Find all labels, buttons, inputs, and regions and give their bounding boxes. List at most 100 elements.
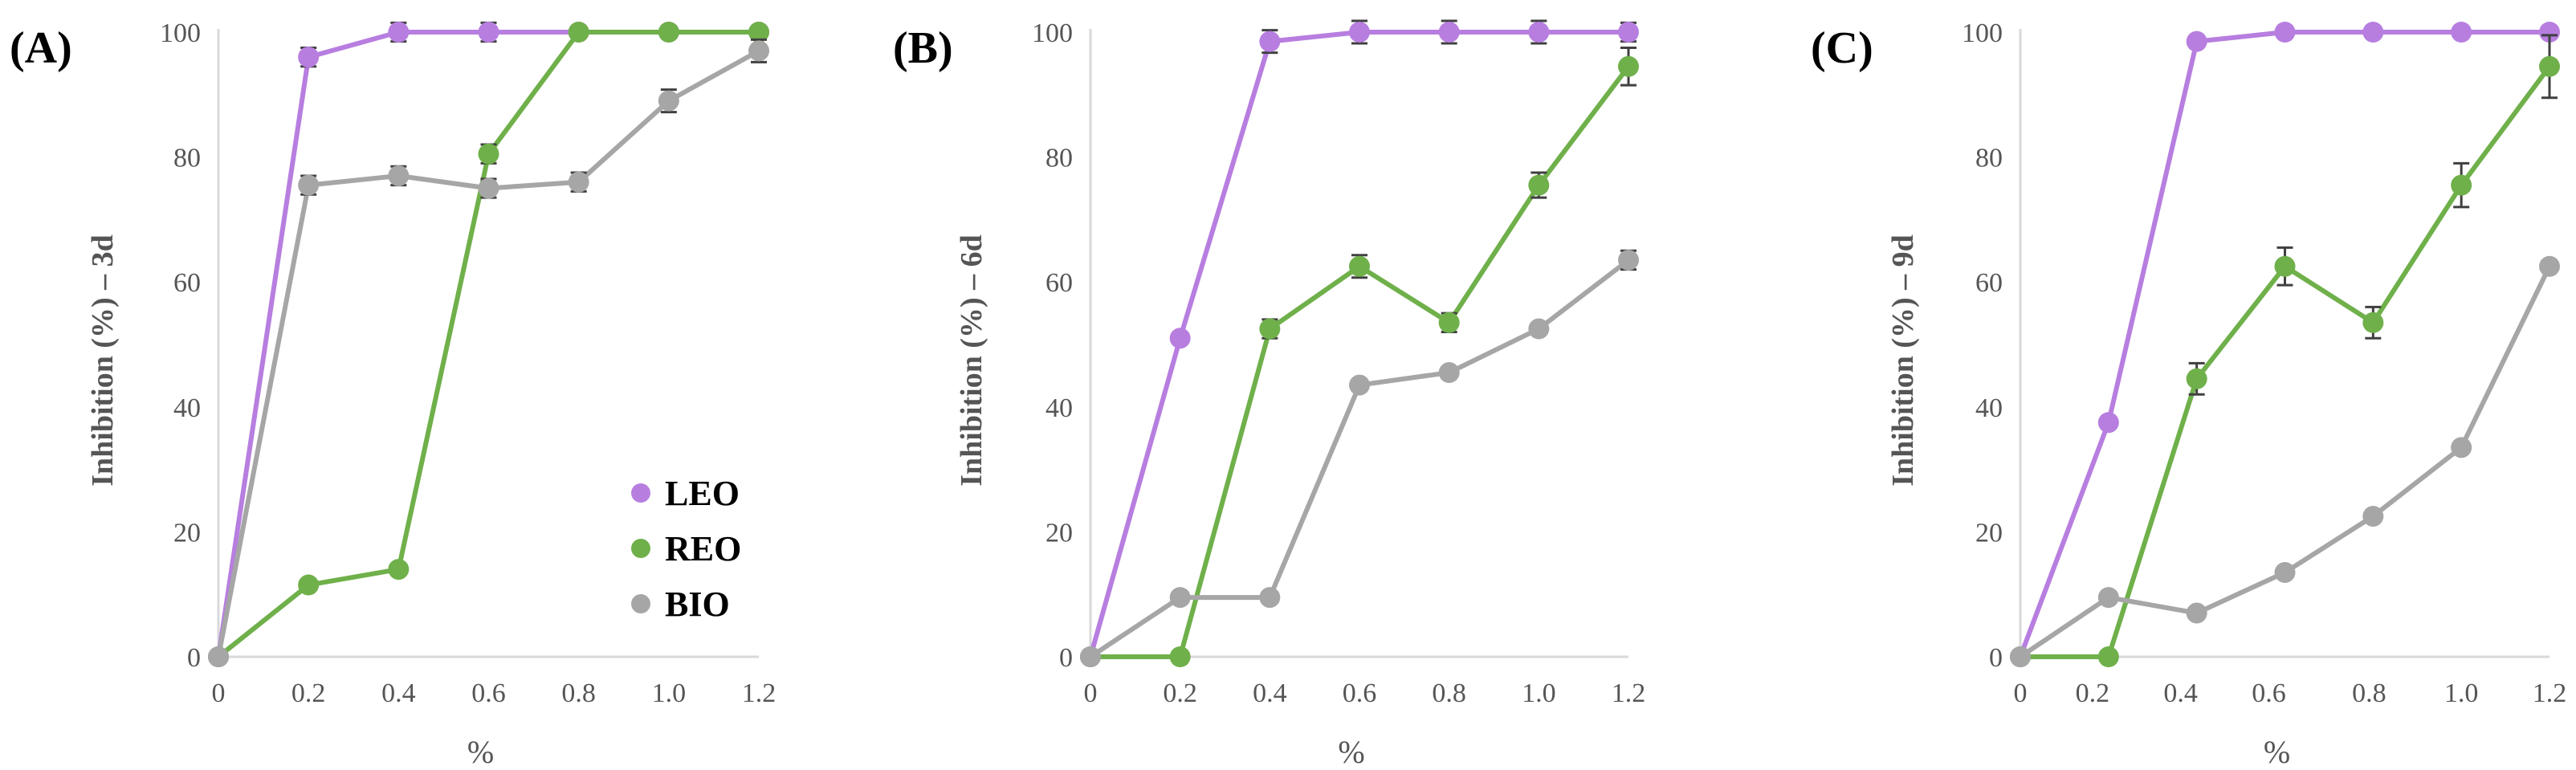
panel-label: (C) (1811, 23, 1873, 73)
y-axis-title: Inhibition (%) – 6d (955, 234, 988, 487)
y-tick-label: 0 (1989, 643, 2003, 673)
y-tick-label: 60 (1045, 268, 1073, 298)
y-tick-label: 60 (1975, 268, 2003, 298)
y-tick-label: 40 (173, 393, 201, 423)
x-tick-label: 0.8 (1432, 678, 1466, 708)
data-point-bio (388, 165, 410, 186)
x-tick-label: 1.0 (1522, 678, 1556, 708)
legend-marker-reo (631, 539, 650, 558)
x-tick-label: 1.0 (2444, 678, 2479, 708)
data-point-leo (388, 22, 410, 43)
data-point-bio (2097, 587, 2119, 609)
data-point-reo (568, 22, 589, 43)
x-tick-label: 0 (1084, 678, 1098, 708)
data-point-reo (1528, 174, 1550, 196)
data-point-bio (1080, 646, 1101, 667)
data-point-leo (1528, 22, 1550, 43)
data-point-bio (2274, 561, 2296, 583)
data-point-reo (1259, 318, 1281, 340)
data-point-leo (1618, 22, 1639, 43)
y-tick-label: 80 (1975, 144, 2003, 173)
y-tick-label: 100 (160, 18, 201, 48)
x-tick-label: 1.0 (652, 678, 687, 708)
data-point-bio (1259, 587, 1281, 609)
x-tick-label: 0.4 (2163, 678, 2198, 708)
x-tick-label: 0.2 (1163, 678, 1197, 708)
data-point-leo (1169, 328, 1191, 349)
data-point-reo (2539, 55, 2560, 77)
data-point-reo (298, 574, 320, 596)
series-bio (2010, 255, 2560, 667)
data-point-leo (1349, 22, 1370, 43)
data-point-bio (2362, 505, 2384, 527)
legend-marker-bio (631, 594, 650, 613)
data-point-bio (1438, 362, 1460, 384)
x-tick-label: 0.4 (1253, 678, 1287, 708)
data-point-bio (1349, 374, 1370, 396)
x-tick-label: 1.2 (742, 678, 776, 708)
data-point-leo (2186, 31, 2207, 52)
data-point-reo (2362, 312, 2384, 333)
data-point-leo (2451, 22, 2472, 43)
x-axis-title: % (467, 734, 494, 770)
series-leo (208, 21, 769, 667)
panel-label: (B) (893, 23, 953, 73)
y-tick-label: 20 (173, 518, 201, 548)
data-point-bio (2451, 437, 2472, 458)
data-point-reo (658, 22, 679, 43)
x-axis-title: % (2264, 734, 2290, 770)
data-point-bio (1528, 318, 1550, 340)
data-point-bio (2186, 602, 2207, 624)
x-tick-label: 0.8 (2352, 678, 2386, 708)
y-tick-label: 40 (1975, 393, 2003, 423)
data-point-bio (208, 646, 229, 667)
data-point-leo (298, 47, 320, 68)
data-point-reo (1618, 55, 1639, 77)
data-point-leo (478, 22, 499, 43)
data-point-leo (1438, 22, 1460, 43)
data-point-reo (388, 559, 410, 581)
legend-label-bio: BIO (665, 585, 730, 624)
y-tick-label: 0 (1059, 643, 1073, 673)
legend: LEO REO BIO (631, 474, 741, 624)
y-axis-title: Inhibition (%) – 3d (86, 234, 120, 487)
data-point-reo (478, 143, 499, 165)
y-tick-label: 0 (187, 643, 201, 673)
data-point-bio (1169, 587, 1191, 609)
legend-label-leo: LEO (665, 474, 740, 513)
data-point-reo (2274, 255, 2296, 277)
data-point-leo (1259, 31, 1281, 52)
x-tick-label: 0.6 (2252, 678, 2286, 708)
series-bio (208, 38, 769, 667)
data-point-leo (2539, 22, 2560, 43)
data-point-reo (1438, 312, 1460, 333)
y-tick-label: 80 (1045, 144, 1073, 173)
x-tick-label: 0.2 (291, 678, 326, 708)
y-tick-label: 100 (1962, 18, 2003, 48)
series-line-leo (1088, 30, 1628, 658)
x-axis-title: % (1338, 734, 1364, 770)
x-tick-label: 0.2 (2076, 678, 2110, 708)
legend-marker-leo (631, 483, 650, 503)
x-tick-label: 1.2 (1612, 678, 1646, 708)
data-point-leo (2362, 22, 2384, 43)
y-tick-label: 80 (173, 144, 201, 173)
data-point-reo (1349, 255, 1370, 277)
x-tick-label: 0.8 (561, 678, 596, 708)
series-bio (1080, 249, 1639, 667)
panel-b: 0 20 40 60 80 100 0 0.2 0.4 0.6 0.8 1.0 1.2% Inhibiti… (893, 18, 1645, 770)
legend-label-reo: REO (665, 529, 741, 568)
y-axis-title: Inhibition (%) – 9d (1886, 234, 1920, 487)
x-tick-label: 1.2 (2533, 678, 2567, 708)
y-tick-label: 100 (1032, 18, 1073, 48)
data-point-bio (1618, 249, 1639, 271)
data-point-bio (298, 174, 320, 196)
x-tick-label: 0 (212, 678, 226, 708)
data-point-bio (748, 40, 769, 62)
x-tick-label: 0.4 (381, 678, 416, 708)
series-reo (1080, 46, 1639, 667)
panel-label: (A) (10, 23, 72, 73)
x-tick-label: 0 (2014, 678, 2028, 708)
y-tick-label: 40 (1045, 393, 1073, 423)
